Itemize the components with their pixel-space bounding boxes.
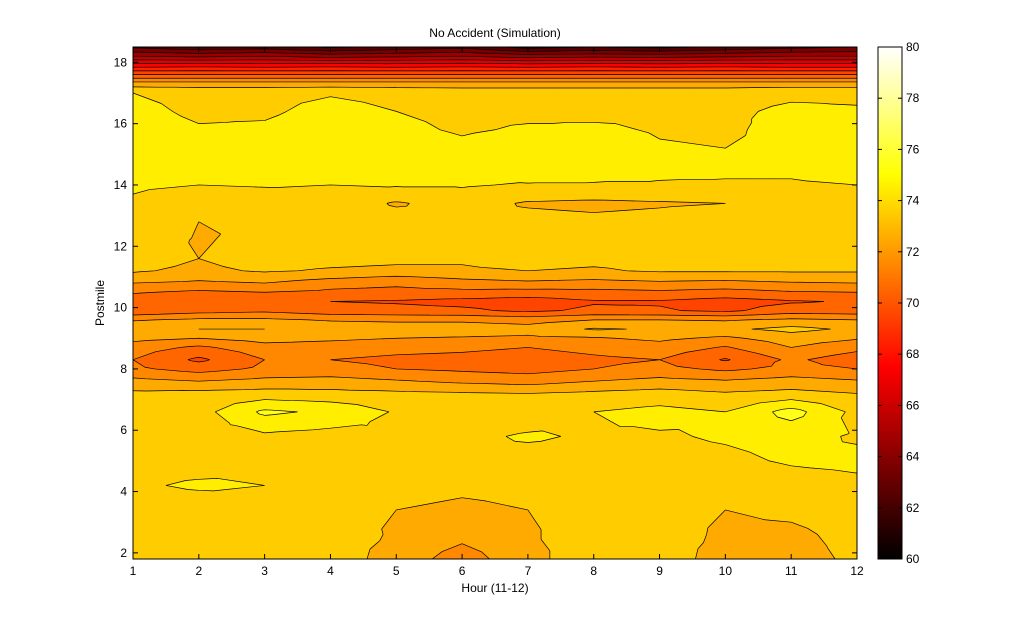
y-tick-label: 4 <box>120 485 127 499</box>
x-tick-label: 6 <box>459 564 466 578</box>
x-tick-label: 8 <box>590 564 597 578</box>
contour-plot-area <box>133 47 857 559</box>
y-axis: 2 4 6 8 10 12 14 16 18 <box>114 55 857 560</box>
colorbar-tick-label: 74 <box>906 194 920 208</box>
x-tick-label: 7 <box>525 564 532 578</box>
x-tick-label: 3 <box>261 564 268 578</box>
y-tick-label: 8 <box>120 362 127 376</box>
colorbar-tick-label: 72 <box>906 245 920 259</box>
plot-frame <box>132 46 858 560</box>
contour-lines <box>133 47 857 559</box>
y-tick-label: 2 <box>120 546 127 560</box>
contour-fill-layer <box>133 47 857 559</box>
colorbar-ticks: 60 62 64 66 68 70 72 74 76 78 80 <box>878 40 920 566</box>
x-tick-label: 12 <box>850 564 864 578</box>
y-tick-label: 14 <box>114 178 128 192</box>
y-tick-label: 10 <box>114 301 128 315</box>
x-tick-label: 2 <box>195 564 202 578</box>
colorbar-tick-label: 66 <box>906 398 920 412</box>
y-axis-title: Postmile <box>93 280 107 326</box>
colorbar-tick-label: 68 <box>906 347 920 361</box>
y-tick-label: 16 <box>114 117 128 131</box>
colorbar-tick-label: 76 <box>906 142 920 156</box>
x-tick-label: 1 <box>130 564 137 578</box>
contour-band-4 <box>133 47 857 55</box>
colorbar-tick-label: 60 <box>906 552 920 566</box>
contour-band-9 <box>133 66 857 72</box>
colorbar-tick-label: 78 <box>906 91 920 105</box>
x-tick-label: 11 <box>785 564 798 578</box>
x-axis-title: Hour (11-12) <box>461 581 528 595</box>
y-tick-label: 12 <box>114 239 128 253</box>
x-tick-label: 5 <box>393 564 400 578</box>
y-tick-label: 18 <box>114 55 128 69</box>
colorbar: 60 62 64 66 68 70 72 74 76 78 80 <box>877 40 920 566</box>
y-tick-label: 6 <box>120 423 127 437</box>
x-axis: 1 2 3 4 5 6 7 8 9 10 11 12 <box>130 47 864 578</box>
colorbar-tick-label: 62 <box>906 501 920 515</box>
contour-line-layer <box>133 47 857 559</box>
colorbar-tick-label: 80 <box>906 40 920 54</box>
x-tick-label: 9 <box>656 564 663 578</box>
colorbar-tick-label: 70 <box>906 296 920 310</box>
colorbar-tick-label: 64 <box>906 450 920 464</box>
x-tick-label: 4 <box>327 564 334 578</box>
chart-title: No Accident (Simulation) <box>429 26 560 40</box>
x-tick-label: 10 <box>719 564 733 578</box>
